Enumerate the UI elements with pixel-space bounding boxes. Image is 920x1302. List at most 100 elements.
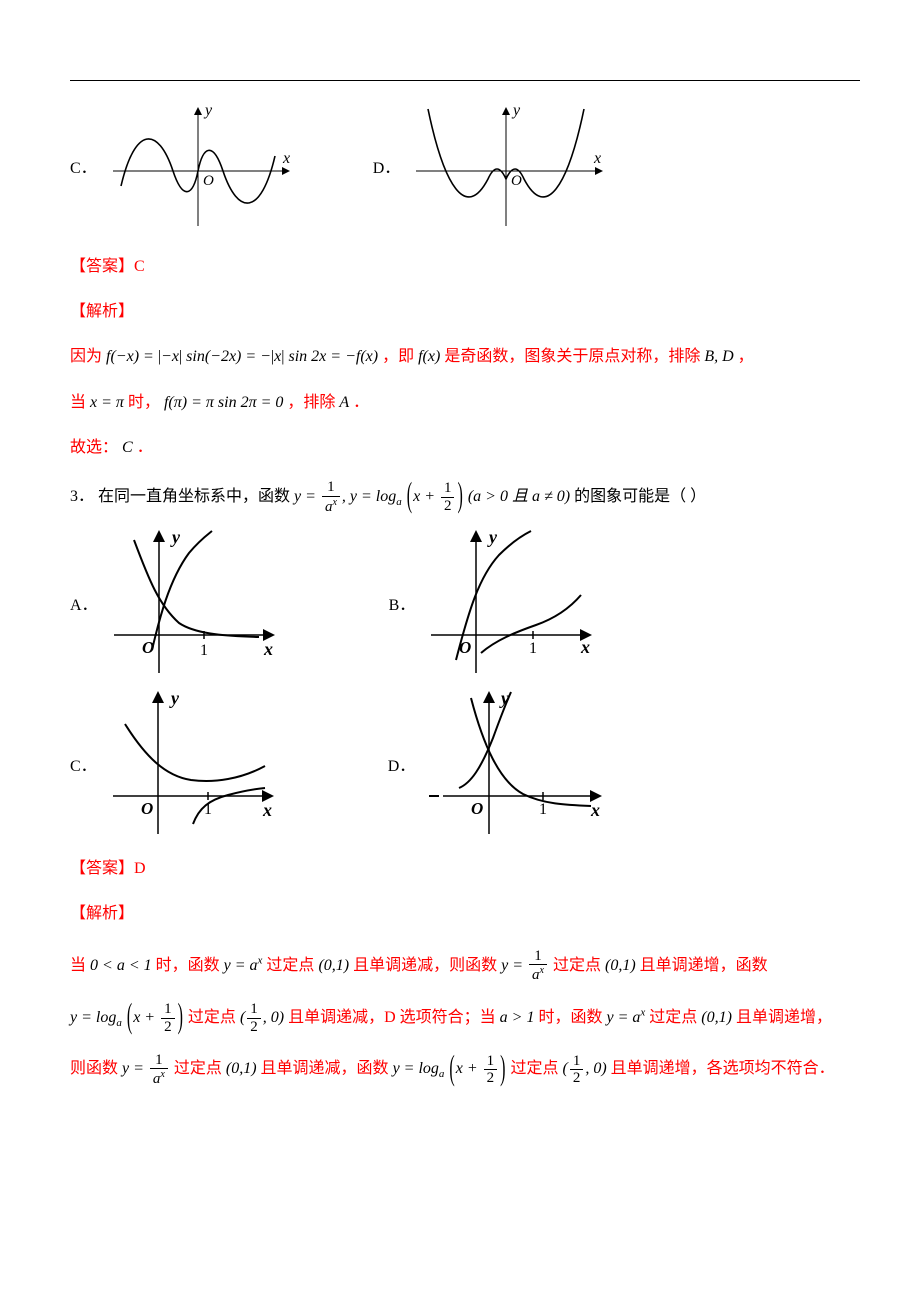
formula: y = ax <box>224 957 263 974</box>
option-label: A． <box>70 591 98 615</box>
formula: y = 1ax <box>501 957 553 974</box>
graph-q3-b: x y O 1 <box>421 525 596 680</box>
text: 且单调递减，函数 <box>261 1060 393 1077</box>
formula: y = loga (x + 12) <box>70 1009 188 1026</box>
q3-answer: 【答案】D <box>70 851 860 886</box>
text: 当 <box>70 394 90 411</box>
text: 过定点 <box>553 957 605 974</box>
svg-text:y: y <box>203 102 213 119</box>
svg-text:x: x <box>262 800 272 820</box>
svg-text:1: 1 <box>539 801 547 818</box>
q3-stem: 3． 在同一直角坐标系中，函数 y = 1ax, y = loga (x + 1… <box>70 479 860 515</box>
formula: (12, 0) <box>563 1060 607 1077</box>
svg-text:x: x <box>593 150 601 167</box>
q2-option-c: C． x y O <box>70 101 293 231</box>
option-label: C． <box>70 752 97 776</box>
text: 过定点 <box>266 957 318 974</box>
answer-label: 【答案】 <box>70 258 134 275</box>
svg-text:O: O <box>203 173 214 189</box>
text: ， <box>738 348 754 365</box>
graph-q3-d: x y O 1 <box>421 686 606 841</box>
text: 时，函数 <box>538 1009 606 1026</box>
text: ，排除 <box>287 394 339 411</box>
svg-text:y: y <box>169 688 180 708</box>
q3-explain-line2: y = loga (x + 12) 过定点 (12, 0) 且单调递减，D 选项… <box>70 1000 860 1035</box>
option-label: D． <box>373 154 401 178</box>
q2-answer: 【答案】C <box>70 249 860 284</box>
text: 故选： <box>70 439 118 456</box>
formula: x = π <box>90 394 124 411</box>
q3-explain-line1: 当 0 < a < 1 时，函数 y = ax 过定点 (0,1) 且单调递减，… <box>70 948 860 984</box>
text: 则函数 <box>70 1060 122 1077</box>
formula: y = loga (x + 12) <box>393 1060 511 1077</box>
formula: y = 1ax <box>122 1060 174 1077</box>
graph-q2-c: x y O <box>103 101 293 231</box>
option-label: D． <box>388 752 416 776</box>
svg-text:1: 1 <box>200 642 208 659</box>
text: 且单调递增，各选项均不符合． <box>611 1060 835 1077</box>
text: 且单调递减，则函数 <box>353 957 501 974</box>
svg-text:y: y <box>487 527 498 547</box>
svg-text:y: y <box>170 527 181 547</box>
answer-label: 【答案】 <box>70 860 134 877</box>
formula: (0,1) <box>701 1009 732 1026</box>
text: 因为 <box>70 348 106 365</box>
option-label: C． <box>70 154 97 178</box>
text: ，即 <box>382 348 418 365</box>
svg-text:1: 1 <box>529 640 537 657</box>
formula: (0,1) <box>605 957 636 974</box>
text: 是奇函数，图象关于原点对称，排除 <box>444 348 704 365</box>
text: 过定点 <box>649 1009 701 1026</box>
formula: y = 1ax, y = loga (x + 12) (a > 0 且 a ≠ … <box>294 488 574 505</box>
formula: (0,1) <box>318 957 349 974</box>
svg-text:x: x <box>282 150 290 167</box>
q3-num: 3． <box>70 488 94 505</box>
text: 过定点 <box>188 1009 240 1026</box>
option-label: B． <box>389 591 416 615</box>
answer-value: C <box>134 258 145 275</box>
graph-q2-d: x y O <box>406 101 606 231</box>
q3-option-a: A． x y O 1 <box>70 525 279 680</box>
svg-text:O: O <box>471 799 483 818</box>
graph-q3-a: x y O 1 <box>104 525 279 680</box>
svg-text:y: y <box>511 102 521 119</box>
q2-explain-label: 【解析】 <box>70 294 860 329</box>
formula: y = ax <box>606 1009 645 1026</box>
svg-text:O: O <box>141 799 153 818</box>
q2-explain-line2: 当 x = π 时， f(π) = π sin 2π = 0 ，排除 A ． <box>70 385 860 420</box>
text: ． <box>353 394 369 411</box>
text: 时， <box>128 394 164 411</box>
text: 当 <box>70 957 90 974</box>
q2-options-cd: C． x y O D． x y O <box>70 101 860 231</box>
q3-options-ab: A． x y O 1 B． x y O 1 <box>70 525 860 680</box>
text: 的图象可能是（ ） <box>574 488 706 505</box>
formula: f(π) = π sin 2π = 0 <box>164 394 287 411</box>
q3-option-d: D． x y O 1 <box>388 686 607 841</box>
text: 时，函数 <box>156 957 224 974</box>
svg-text:x: x <box>263 639 273 659</box>
q2-explain-line1: 因为 f(−x) = |−x| sin(−2x) = −|x| sin 2x =… <box>70 339 860 374</box>
formula: f(x) <box>418 348 440 365</box>
text: 在同一直角坐标系中，函数 <box>98 488 294 505</box>
formula: A <box>339 394 349 411</box>
formula: a > 1 <box>500 1009 535 1026</box>
page: C． x y O D． x y O <box>0 0 920 1138</box>
q3-explain-label: 【解析】 <box>70 896 860 931</box>
text: 且单调递增， <box>736 1009 832 1026</box>
q3-explain-line3: 则函数 y = 1ax 过定点 (0,1) 且单调递减，函数 y = loga … <box>70 1051 860 1087</box>
q3-option-c: C． x y O 1 <box>70 686 278 841</box>
svg-text:x: x <box>580 637 590 657</box>
formula: B, D <box>704 348 733 365</box>
text: 过定点 <box>510 1060 562 1077</box>
svg-text:O: O <box>511 173 522 189</box>
q3-option-b: B． x y O 1 <box>389 525 597 680</box>
q2-option-d: D． x y O <box>373 101 607 231</box>
text: 且单调递减，D 选项符合；当 <box>288 1009 500 1026</box>
graph-q3-c: x y O 1 <box>103 686 278 841</box>
formula: C <box>122 439 133 456</box>
formula: (12, 0) <box>240 1009 284 1026</box>
text: 过定点 <box>174 1060 226 1077</box>
q2-explain-line3: 故选： C ． <box>70 430 860 465</box>
formula: f(−x) = |−x| sin(−2x) = −|x| sin 2x = −f… <box>106 348 382 365</box>
formula: 0 < a < 1 <box>90 957 152 974</box>
